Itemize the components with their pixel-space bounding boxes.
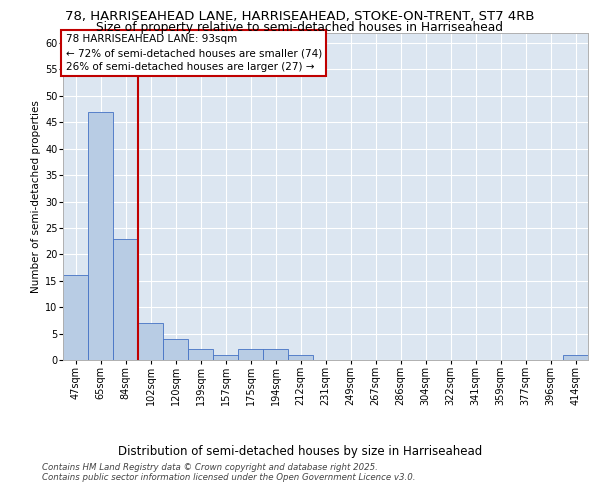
Bar <box>213 354 238 360</box>
Bar <box>263 350 288 360</box>
Bar <box>63 276 88 360</box>
Bar <box>138 323 163 360</box>
Bar <box>563 354 588 360</box>
Bar <box>113 238 138 360</box>
Text: 78 HARRISEAHEAD LANE: 93sqm
← 72% of semi-detached houses are smaller (74)
26% o: 78 HARRISEAHEAD LANE: 93sqm ← 72% of sem… <box>65 34 322 72</box>
Y-axis label: Number of semi-detached properties: Number of semi-detached properties <box>31 100 41 292</box>
Bar <box>88 112 113 360</box>
Text: Contains HM Land Registry data © Crown copyright and database right 2025.: Contains HM Land Registry data © Crown c… <box>42 464 378 472</box>
Bar <box>163 339 188 360</box>
Bar <box>238 350 263 360</box>
Text: Contains public sector information licensed under the Open Government Licence v3: Contains public sector information licen… <box>42 473 415 482</box>
Bar <box>288 354 313 360</box>
Text: Size of property relative to semi-detached houses in Harriseahead: Size of property relative to semi-detach… <box>97 22 503 35</box>
Text: Distribution of semi-detached houses by size in Harriseahead: Distribution of semi-detached houses by … <box>118 444 482 458</box>
Text: 78, HARRISEAHEAD LANE, HARRISEAHEAD, STOKE-ON-TRENT, ST7 4RB: 78, HARRISEAHEAD LANE, HARRISEAHEAD, STO… <box>65 10 535 23</box>
Bar <box>188 350 213 360</box>
